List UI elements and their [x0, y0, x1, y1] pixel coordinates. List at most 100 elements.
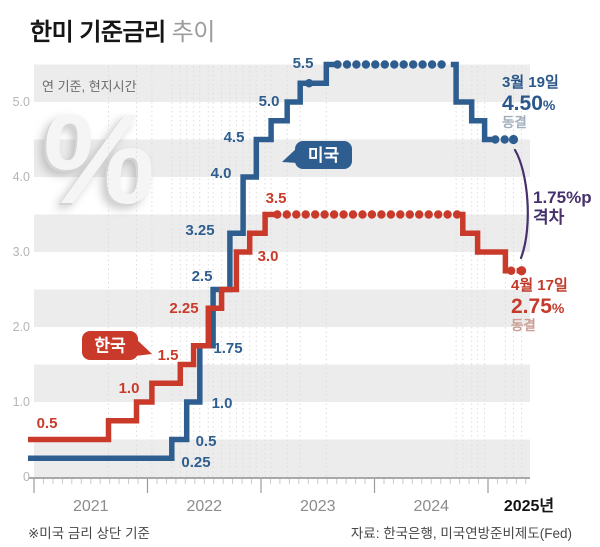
- series-us: 0.25 0.5 1.0 1.75 2.5 3.25 4.0 4.5 5.0 5.5 미국: [28, 55, 519, 471]
- stripe-band: [34, 64, 530, 102]
- us-bubble-label: 미국: [308, 146, 340, 165]
- kr-hold-dot: [415, 210, 424, 219]
- kr-hold-dot: [507, 266, 516, 275]
- kr-hold-dot: [452, 210, 462, 219]
- us-end-dot: [508, 134, 519, 145]
- us-annotation-rate: 4.50%: [502, 92, 556, 115]
- us-rate-annotation: 3월 19일 4.50% 동결: [502, 74, 559, 131]
- kr-annotation-rate: 2.75%: [511, 295, 565, 318]
- stripe-band: [34, 364, 530, 402]
- us-value-label: 1.0: [212, 395, 233, 412]
- us-hold-dot: [437, 60, 446, 69]
- us-value-label: 0.5: [196, 433, 217, 450]
- us-hold-dot: [333, 60, 342, 69]
- gap-value: 1.75%p: [533, 188, 592, 207]
- kr-hold-dot: [367, 210, 377, 219]
- us-value-label: 1.75: [213, 340, 242, 357]
- kr-hold-dot: [424, 210, 433, 219]
- us-hold-dot: [371, 60, 380, 69]
- y-axis-label: 3.0: [13, 245, 30, 259]
- kr-hold-dot: [405, 210, 414, 219]
- us-hold-dot: [352, 60, 361, 69]
- kr-hold-dot: [358, 210, 367, 219]
- gap-annotation: 1.75%p 격차: [533, 188, 592, 229]
- kr-bubble: [82, 331, 138, 360]
- us-bubble-tail: [282, 147, 298, 163]
- year-label: 2022: [186, 498, 222, 515]
- us-value-label: 4.0: [211, 165, 232, 182]
- kr-value-label: 3.0: [258, 248, 279, 265]
- kr-hold-dot: [292, 210, 301, 219]
- kr-hold-dot: [301, 210, 310, 219]
- kr-hold-dot: [434, 210, 443, 219]
- kr-value-label: 3.5: [266, 190, 287, 207]
- kr-hold-dot: [282, 210, 291, 219]
- y-axis-label: 4.0: [13, 170, 30, 184]
- gap-bracket-curve: [513, 148, 529, 260]
- stripe-band: [34, 214, 530, 252]
- us-value-label: 0.25: [181, 454, 210, 471]
- us-value-label: 4.5: [224, 129, 245, 146]
- y-axis-label: 5.0: [13, 95, 30, 109]
- us-annotation-date: 3월 19일: [502, 74, 559, 91]
- us-value-label: 2.5: [192, 268, 213, 285]
- kr-value-label: 1.0: [119, 380, 140, 397]
- kr-value-label: 1.5: [158, 347, 179, 364]
- us-hold-dot: [390, 60, 399, 69]
- kr-hold-dot: [443, 210, 452, 219]
- stripe-band: [34, 289, 530, 327]
- title-sub: 추이: [171, 19, 216, 46]
- kr-end-dot: [517, 266, 527, 276]
- kr-hold-dot: [311, 210, 320, 219]
- stripe-band: [34, 139, 530, 177]
- kr-rate-annotation: 4월 17일 2.75% 동결: [511, 277, 568, 334]
- us-hold-dot: [380, 60, 389, 69]
- us-hold-dot: [304, 79, 314, 88]
- kr-hold-dot: [386, 210, 396, 219]
- kr-hold-dot: [339, 210, 348, 219]
- footnote: ※미국 금리 상단 기준: [28, 526, 150, 541]
- kr-annotation-date: 4월 17일: [511, 277, 568, 294]
- kr-annotation-status: 동결: [511, 318, 536, 334]
- kr-hold-dot: [377, 210, 386, 219]
- kr-hold-dot: [348, 210, 358, 219]
- chart-subtitle: 연 기준, 현지시간: [42, 79, 137, 94]
- year-label: 2023: [300, 498, 336, 515]
- kr-value-label: 2.25: [169, 300, 198, 317]
- us-step-line: [28, 61, 514, 461]
- kr-value-label: 0.5: [37, 415, 58, 432]
- title-main: 한미 기준금리: [30, 19, 166, 46]
- us-hold-dot: [361, 60, 371, 69]
- y-axis-label: 2.0: [13, 320, 30, 334]
- kr-hold-dot: [396, 210, 405, 219]
- us-value-label: 5.0: [259, 93, 280, 110]
- y-axis-label: 0: [23, 470, 30, 484]
- us-hold-dot: [500, 135, 509, 144]
- us-bubble: [295, 141, 352, 169]
- us-value-label: 3.25: [185, 222, 214, 239]
- kr-hold-dot: [329, 210, 339, 219]
- year-label: 2024: [413, 498, 449, 515]
- kr-bubble-label: 한국: [94, 337, 126, 356]
- kr-step-line: [28, 211, 522, 443]
- kr-hold-dot: [273, 210, 282, 219]
- page-title: 한미 기준금리 추이: [30, 12, 215, 47]
- us-hold-dot: [491, 135, 500, 144]
- series-kr: 0.5 1.0 1.5 2.25 3.0 3.5 한국: [28, 190, 527, 443]
- us-hold-dot: [427, 60, 437, 69]
- us-value-label: 5.5: [293, 55, 314, 72]
- year-label: 2025년: [504, 496, 554, 515]
- us-hold-dot: [342, 60, 352, 69]
- us-annotation-status: 동결: [502, 115, 527, 131]
- y-axis-label: 1.0: [13, 395, 30, 409]
- us-hold-dot: [399, 60, 408, 69]
- us-hold-dot: [409, 60, 418, 69]
- gap-label: 격차: [533, 208, 565, 228]
- kr-bubble-tail: [135, 338, 152, 356]
- year-label: 2021: [73, 498, 109, 515]
- kr-hold-dot: [320, 210, 329, 219]
